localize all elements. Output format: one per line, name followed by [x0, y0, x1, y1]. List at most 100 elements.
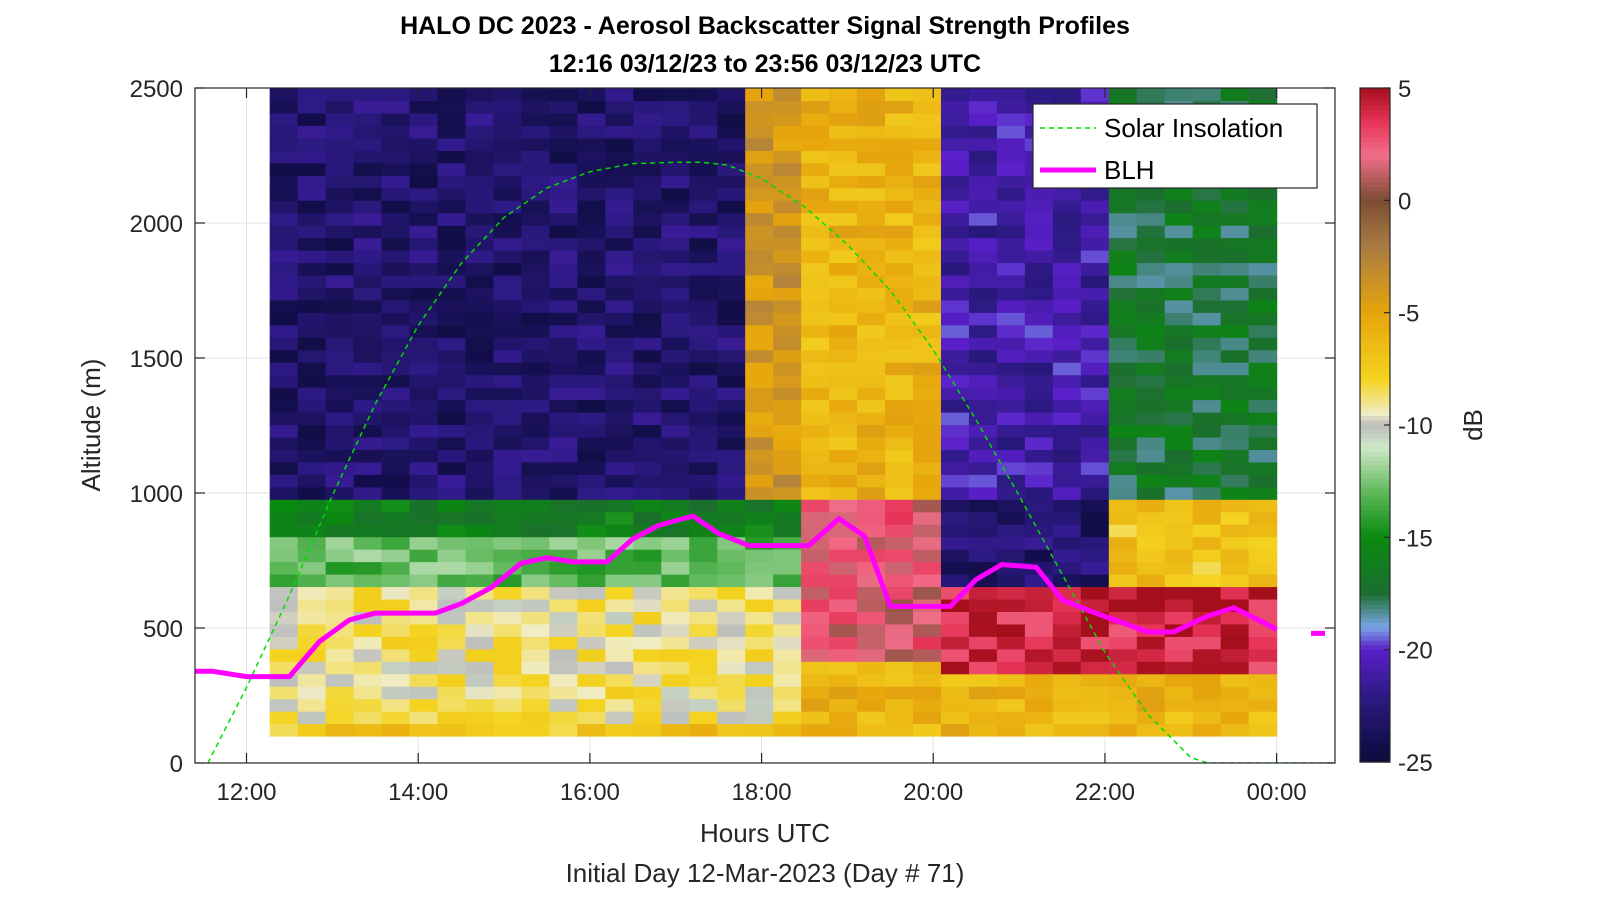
- heatmap-cell: [857, 648, 886, 662]
- heatmap-cell: [1220, 399, 1250, 413]
- heatmap-cell: [549, 262, 578, 276]
- heatmap-cell: [968, 88, 998, 102]
- heatmap-cell: [325, 449, 355, 463]
- heatmap-cell: [689, 511, 718, 525]
- heatmap-cell: [661, 561, 690, 575]
- colorbar-segment: [1360, 366, 1390, 372]
- heatmap-cell: [1164, 262, 1194, 276]
- heatmap-cell: [577, 611, 606, 625]
- heatmap-cell: [633, 362, 662, 376]
- colorbar-segment: [1360, 227, 1390, 233]
- heatmap-cell: [1248, 324, 1278, 338]
- heatmap-cell: [465, 412, 495, 426]
- heatmap-cell: [773, 412, 802, 426]
- heatmap-cell: [549, 362, 578, 376]
- heatmap-cell: [633, 449, 662, 463]
- heatmap-cell: [493, 349, 523, 363]
- heatmap-cell: [409, 686, 439, 700]
- colorbar-segment: [1360, 690, 1390, 696]
- heatmap-cell: [1220, 524, 1250, 538]
- heatmap-cell: [577, 387, 606, 401]
- heatmap-cell: [633, 137, 662, 151]
- heatmap-cell: [577, 362, 606, 376]
- heatmap-cell: [1248, 299, 1278, 313]
- heatmap-cell: [325, 200, 355, 214]
- heatmap-cell: [773, 711, 802, 725]
- heatmap-cell: [1024, 412, 1054, 426]
- heatmap-cell: [829, 636, 858, 650]
- heatmap-cell: [1080, 511, 1110, 525]
- heatmap-cell: [577, 461, 606, 475]
- colorbar-ticks: 50-5-10-15-20-25: [1384, 76, 1433, 777]
- heatmap-cell: [1164, 611, 1194, 625]
- heatmap-cell: [1220, 711, 1250, 725]
- heatmap-cell: [745, 225, 774, 239]
- heatmap-cell: [1024, 262, 1054, 276]
- heatmap-cell: [1192, 461, 1222, 475]
- heatmap-cell: [325, 362, 355, 376]
- colorbar-segment: [1360, 438, 1390, 444]
- heatmap-cell: [297, 150, 327, 164]
- heatmap-cell: [745, 324, 774, 338]
- heatmap-cell: [857, 586, 886, 600]
- heatmap-cell: [297, 312, 327, 326]
- heatmap-cell: [1192, 399, 1222, 413]
- colorbar-segment: [1360, 137, 1390, 143]
- heatmap-cell: [1108, 399, 1138, 413]
- heatmap-cell: [829, 337, 858, 351]
- heatmap-cell: [745, 574, 774, 588]
- heatmap-cell: [829, 100, 858, 114]
- heatmap-cell: [773, 511, 802, 525]
- heatmap-cell: [1220, 212, 1250, 226]
- heatmap-cell: [353, 287, 383, 301]
- heatmap-cell: [1108, 461, 1138, 475]
- heatmap-cell: [773, 399, 802, 413]
- heatmap-cell: [1164, 274, 1194, 288]
- heatmap-cell: [857, 424, 886, 438]
- heatmap-cell: [1248, 212, 1278, 226]
- colorbar-segment: [1360, 299, 1390, 305]
- heatmap-cell: [409, 673, 439, 687]
- heatmap-cell: [1164, 499, 1194, 513]
- heatmap-cell: [465, 162, 495, 176]
- heatmap-cell: [661, 349, 690, 363]
- heatmap-cell: [465, 274, 495, 288]
- heatmap-cell: [968, 162, 998, 176]
- heatmap-cell: [297, 511, 327, 525]
- heatmap-cell: [297, 686, 327, 700]
- heatmap-cell: [940, 636, 970, 650]
- heatmap-cell: [968, 212, 998, 226]
- heatmap-cell: [633, 187, 662, 201]
- heatmap-cell: [968, 698, 998, 712]
- heatmap-cell: [940, 262, 970, 276]
- heatmap-cell: [1164, 88, 1194, 102]
- backscatter-heatmap: [269, 88, 1278, 737]
- heatmap-cell: [1052, 698, 1082, 712]
- heatmap-cell: [913, 536, 942, 550]
- heatmap-cell: [745, 561, 774, 575]
- heatmap-cell: [325, 586, 355, 600]
- heatmap-cell: [996, 187, 1026, 201]
- heatmap-cell: [493, 524, 523, 538]
- heatmap-cell: [773, 212, 802, 226]
- heatmap-cell: [773, 125, 802, 139]
- heatmap-cell: [325, 212, 355, 226]
- heatmap-cell: [521, 349, 550, 363]
- heatmap-cell: [409, 499, 439, 513]
- heatmap-cell: [717, 150, 746, 164]
- heatmap-cell: [857, 374, 886, 388]
- heatmap-cell: [437, 561, 467, 575]
- heatmap-cell: [1248, 549, 1278, 563]
- heatmap-cell: [1136, 399, 1166, 413]
- heatmap-cell: [968, 112, 998, 126]
- heatmap-cell: [605, 287, 634, 301]
- heatmap-cell: [661, 88, 690, 102]
- colorbar-segment: [1360, 312, 1390, 318]
- heatmap-cell: [801, 312, 830, 326]
- heatmap-cell: [437, 698, 467, 712]
- heatmap-cell: [829, 299, 858, 313]
- heatmap-cell: [297, 673, 327, 687]
- heatmap-cell: [1220, 424, 1250, 438]
- colorbar-segment: [1360, 123, 1390, 130]
- heatmap-cell: [773, 137, 802, 151]
